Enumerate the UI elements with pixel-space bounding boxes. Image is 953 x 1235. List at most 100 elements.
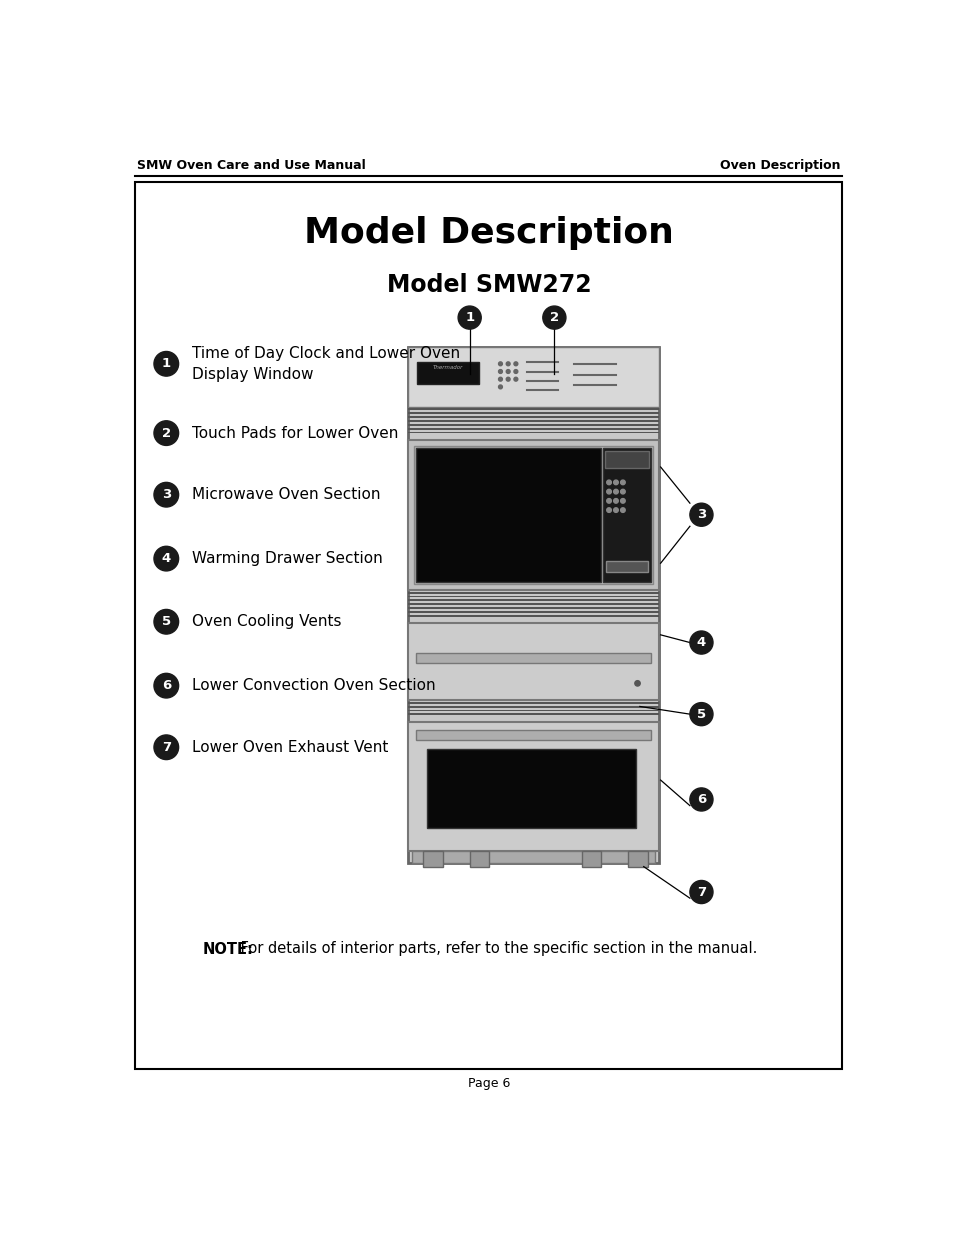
Text: Lower Convection Oven Section: Lower Convection Oven Section (193, 678, 436, 693)
Text: Lower Oven Exhaust Vent: Lower Oven Exhaust Vent (193, 740, 389, 755)
Bar (408, 611, 659, 613)
Circle shape (606, 499, 611, 503)
Text: 3: 3 (696, 509, 705, 521)
Circle shape (506, 369, 510, 373)
Text: Page 6: Page 6 (467, 1077, 510, 1091)
Text: For details of interior parts, refer to the specific section in the manual.: For details of interior parts, refer to … (235, 941, 756, 956)
Circle shape (620, 489, 624, 494)
Bar (408, 710, 659, 711)
Circle shape (153, 421, 178, 446)
Bar (408, 599, 659, 601)
Bar (469, 851, 488, 867)
Text: Warming Drawer Section: Warming Drawer Section (193, 551, 383, 566)
Circle shape (606, 489, 611, 494)
Bar (408, 424, 659, 426)
Text: Thermador: Thermador (433, 366, 463, 370)
Circle shape (153, 352, 178, 377)
Text: Oven Description: Oven Description (720, 158, 840, 172)
Circle shape (606, 508, 611, 513)
Circle shape (498, 385, 502, 389)
Circle shape (613, 480, 618, 484)
Text: 3: 3 (161, 488, 171, 501)
Circle shape (506, 362, 510, 366)
Bar (408, 427, 659, 430)
Bar (408, 714, 659, 715)
Bar (416, 448, 600, 583)
Text: Microwave Oven Section: Microwave Oven Section (193, 487, 380, 503)
Bar (412, 851, 655, 863)
Text: Model SMW272: Model SMW272 (386, 273, 591, 298)
Bar (408, 705, 659, 708)
Circle shape (613, 508, 618, 513)
Text: 6: 6 (696, 793, 705, 806)
Bar (408, 624, 659, 700)
Bar (408, 412, 659, 414)
Bar (423, 851, 442, 867)
Circle shape (506, 377, 510, 382)
Circle shape (613, 499, 618, 503)
Circle shape (498, 369, 502, 373)
Bar (408, 409, 659, 410)
Bar (408, 603, 659, 605)
Circle shape (689, 881, 712, 904)
Text: 1: 1 (162, 357, 171, 370)
Text: 2: 2 (162, 426, 171, 440)
Circle shape (153, 609, 178, 634)
Circle shape (514, 377, 517, 382)
Bar (408, 595, 659, 598)
Bar (408, 615, 659, 616)
Circle shape (514, 369, 517, 373)
Bar (408, 416, 659, 419)
Circle shape (457, 306, 480, 330)
Circle shape (542, 306, 565, 330)
Text: Time of Day Clock and Lower Oven
Display Window: Time of Day Clock and Lower Oven Display… (193, 346, 460, 382)
Text: Touch Pads for Lower Oven: Touch Pads for Lower Oven (193, 426, 398, 441)
Bar (414, 446, 652, 584)
Bar (408, 440, 659, 590)
Circle shape (634, 680, 639, 687)
Text: NOTE:: NOTE: (202, 941, 253, 956)
Bar (581, 851, 600, 867)
Circle shape (620, 499, 624, 503)
Text: 6: 6 (161, 679, 171, 692)
Bar (408, 701, 659, 704)
Text: SMW Oven Care and Use Manual: SMW Oven Care and Use Manual (137, 158, 365, 172)
Bar (408, 608, 659, 609)
Circle shape (498, 377, 502, 382)
Circle shape (514, 362, 517, 366)
Circle shape (689, 503, 712, 526)
Circle shape (153, 673, 178, 698)
Circle shape (613, 489, 618, 494)
Circle shape (606, 480, 611, 484)
Text: 4: 4 (161, 552, 171, 566)
Bar (408, 721, 659, 851)
Bar (416, 652, 651, 663)
Circle shape (620, 480, 624, 484)
Bar (408, 431, 659, 433)
Text: 1: 1 (465, 311, 474, 324)
Text: 7: 7 (696, 885, 705, 899)
Bar (416, 362, 478, 384)
Text: Model Description: Model Description (304, 216, 673, 249)
Text: Oven Cooling Vents: Oven Cooling Vents (193, 614, 341, 630)
Text: 2: 2 (549, 311, 558, 324)
Circle shape (153, 546, 178, 571)
Bar (427, 748, 636, 829)
Bar (408, 592, 659, 594)
Bar (602, 448, 651, 583)
Circle shape (689, 788, 712, 811)
Bar (408, 347, 659, 406)
Bar (604, 451, 648, 468)
Text: 4: 4 (696, 636, 705, 650)
Text: 5: 5 (162, 615, 171, 629)
Bar (605, 561, 648, 572)
Bar (628, 851, 647, 867)
Circle shape (620, 508, 624, 513)
Bar (416, 730, 651, 740)
Circle shape (498, 362, 502, 366)
Circle shape (689, 703, 712, 726)
Text: 5: 5 (696, 708, 705, 721)
Text: 7: 7 (162, 741, 171, 753)
Circle shape (153, 483, 178, 508)
Circle shape (153, 735, 178, 760)
